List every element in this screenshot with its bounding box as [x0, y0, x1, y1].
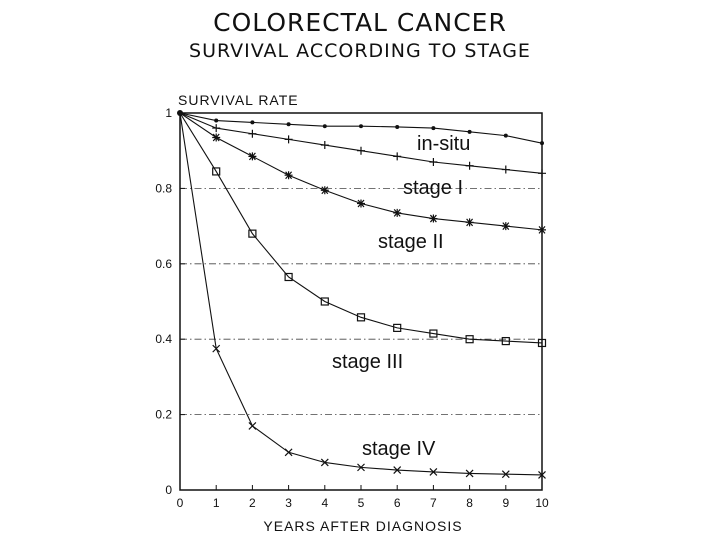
- x-tick-label: 10: [535, 496, 549, 510]
- data-point: [501, 336, 510, 346]
- data-point: [212, 344, 221, 353]
- data-point: [320, 141, 329, 150]
- series-in-situ: in-situ: [179, 112, 544, 155]
- data-point: [248, 421, 257, 430]
- data-point: [359, 124, 363, 129]
- y-tick-label: 1: [165, 106, 172, 120]
- data-point: [214, 118, 219, 123]
- data-point: [284, 272, 293, 282]
- data-point: [501, 470, 510, 479]
- series-label: stage IV: [362, 438, 436, 460]
- data-point: [393, 208, 402, 217]
- series-label: stage II: [378, 231, 444, 253]
- data-point: [429, 214, 438, 223]
- plot-frame: [179, 112, 543, 491]
- y-axis-label: SURVIVAL RATE: [178, 92, 299, 108]
- data-point: [393, 152, 402, 161]
- series-stage-ii: stage II: [179, 112, 546, 253]
- data-point: [248, 152, 257, 161]
- x-tick-label: 1: [213, 496, 220, 510]
- data-point: [537, 338, 547, 348]
- x-tick-label: 8: [466, 496, 473, 510]
- data-point: [538, 225, 546, 234]
- data-point: [286, 122, 291, 127]
- data-point: [248, 229, 257, 238]
- data-point: [322, 124, 327, 129]
- data-point: [465, 469, 474, 478]
- data-point: [429, 158, 438, 167]
- data-point: [501, 222, 510, 231]
- data-point: [357, 146, 365, 155]
- x-tick-label: 7: [430, 496, 437, 510]
- chart-title: COLORECTAL CANCER: [213, 8, 507, 37]
- data-point: [429, 329, 438, 338]
- x-tick-label: 2: [249, 496, 256, 510]
- data-point: [320, 186, 329, 195]
- data-point: [212, 167, 221, 176]
- start-point: [177, 110, 183, 116]
- series-label: stage III: [332, 351, 403, 373]
- data-point: [284, 171, 293, 180]
- x-tick-label: 0: [177, 496, 184, 510]
- data-point: [212, 133, 221, 142]
- data-point: [284, 448, 293, 457]
- x-tick-label: 4: [321, 496, 328, 510]
- series-stage-iv: stage IV: [179, 112, 546, 479]
- series-line: [179, 112, 543, 174]
- data-point: [357, 199, 365, 208]
- data-point: [393, 466, 402, 474]
- series-line: [179, 112, 543, 344]
- data-point: [465, 218, 474, 227]
- data-point: [465, 335, 474, 344]
- data-point: [284, 135, 293, 144]
- series-label: stage I: [403, 177, 463, 199]
- data-point: [357, 463, 365, 472]
- data-point: [501, 165, 510, 174]
- series-stage-i: stage I: [179, 112, 546, 199]
- data-point: [320, 297, 329, 306]
- y-tick-label: 0.2: [155, 408, 172, 422]
- y-tick-label: 0.8: [155, 181, 172, 195]
- data-point: [212, 124, 221, 133]
- data-point: [431, 126, 436, 131]
- x-tick-label: 3: [285, 496, 292, 510]
- data-point: [395, 124, 400, 129]
- data-point: [540, 141, 544, 146]
- data-point: [320, 458, 329, 467]
- data-point: [503, 133, 508, 138]
- data-point: [429, 467, 438, 476]
- x-tick-label: 5: [358, 496, 365, 510]
- data-point: [250, 120, 255, 125]
- x-axis-label: YEARS AFTER DIAGNOSIS: [263, 518, 462, 534]
- data-point: [538, 169, 546, 178]
- y-tick-label: 0.6: [155, 257, 172, 271]
- series-stage-iii: stage III: [179, 112, 547, 373]
- chart-subtitle: SURVIVAL ACCORDING TO STAGE: [189, 40, 531, 62]
- x-tick-label: 6: [394, 496, 401, 510]
- data-point: [393, 323, 402, 332]
- data-point: [467, 129, 472, 134]
- data-point: [465, 161, 474, 170]
- y-tick-label: 0: [165, 483, 172, 497]
- data-point: [248, 129, 257, 138]
- x-tick-label: 9: [502, 496, 509, 510]
- series-label: in-situ: [417, 133, 470, 155]
- y-tick-label: 0.4: [155, 332, 172, 346]
- data-point: [356, 313, 366, 322]
- data-point: [538, 470, 546, 479]
